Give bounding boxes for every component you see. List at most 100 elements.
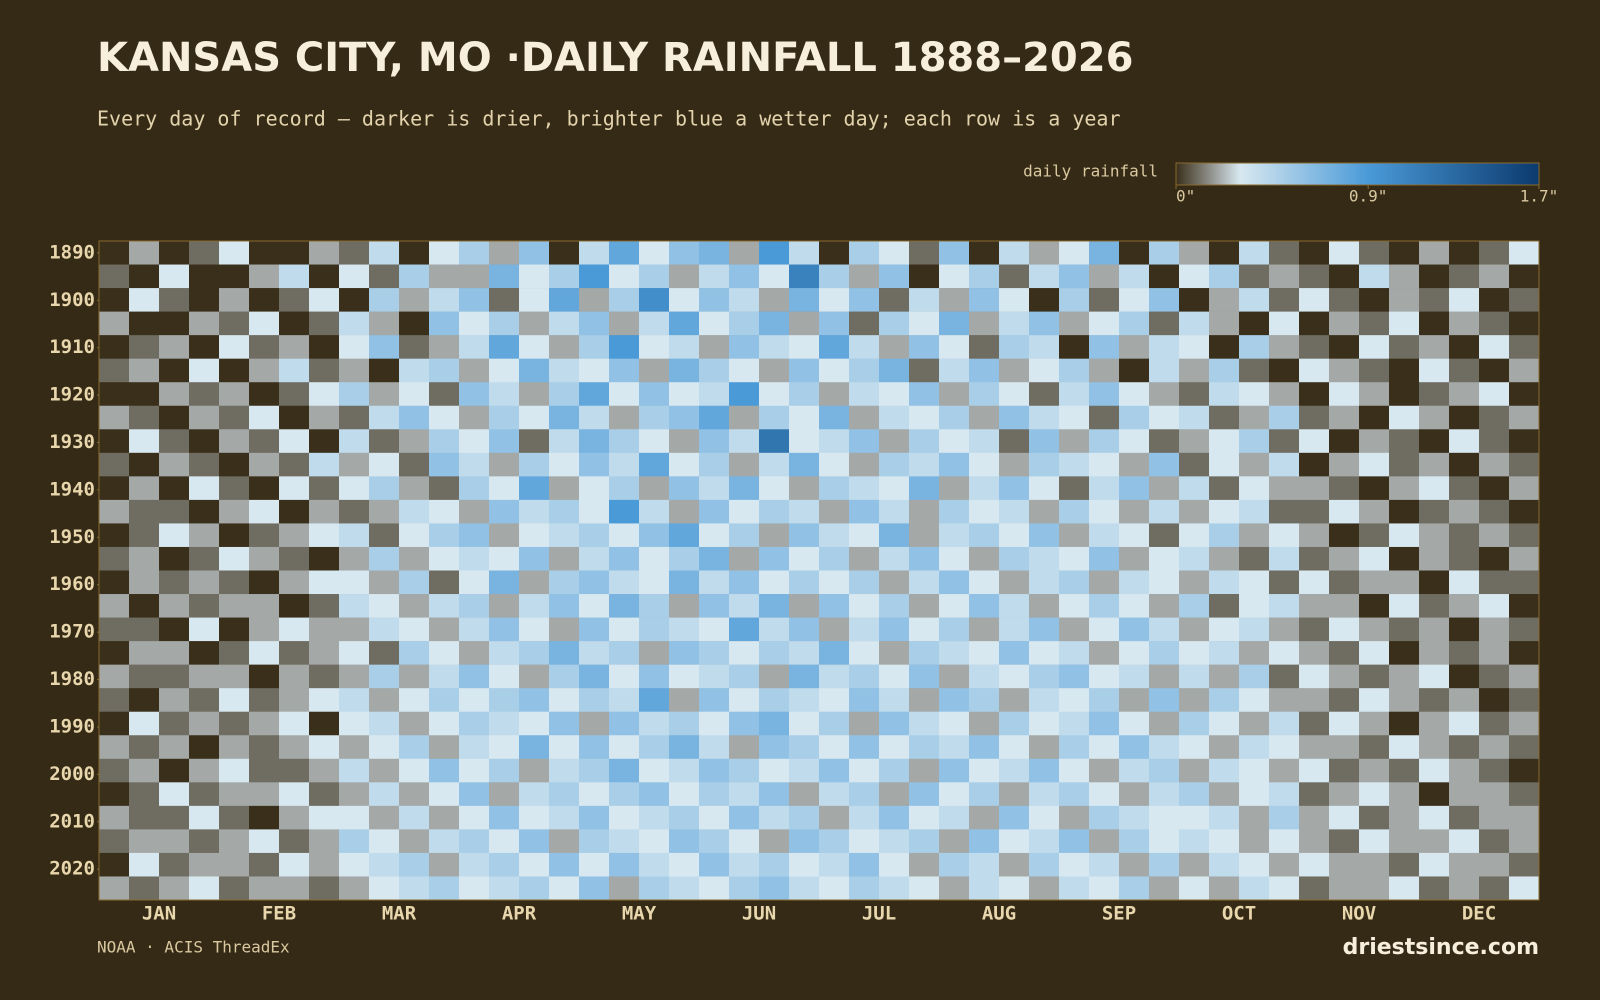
heatmap-cell	[639, 429, 670, 454]
heatmap-cell	[819, 335, 850, 359]
heatmap-cell	[129, 429, 160, 454]
heatmap-cell	[1239, 688, 1270, 713]
heatmap-cell	[879, 241, 910, 265]
heatmap-cell	[549, 264, 580, 289]
heatmap-cell	[1509, 758, 1540, 783]
heatmap-cell	[759, 264, 790, 289]
heatmap-cell	[1029, 782, 1060, 807]
heatmap-cell	[699, 876, 730, 901]
heatmap-cell	[99, 782, 130, 807]
heatmap-cell	[369, 546, 400, 571]
heatmap-cell	[1449, 876, 1480, 901]
heatmap-cell	[369, 429, 400, 454]
heatmap-cell	[429, 429, 460, 454]
heatmap-cell	[939, 829, 970, 854]
heatmap-cell	[249, 288, 280, 312]
heatmap-cell	[1179, 829, 1210, 854]
heatmap-cell	[249, 570, 280, 595]
heatmap-cell	[699, 688, 730, 713]
heatmap-cell	[519, 405, 550, 430]
heatmap-cell	[1329, 264, 1360, 289]
heatmap-cell	[1359, 688, 1390, 713]
heatmap-cell	[789, 429, 820, 454]
heatmap-cell	[489, 546, 520, 571]
heatmap-cell	[909, 829, 940, 854]
heatmap-cell	[1299, 241, 1330, 265]
heatmap-cell	[699, 805, 730, 830]
heatmap-cell	[1389, 311, 1420, 336]
heatmap-cell	[1479, 311, 1510, 336]
heatmap-cell	[729, 688, 760, 713]
heatmap-cell	[939, 241, 970, 265]
heatmap-cell	[339, 358, 370, 383]
heatmap-cell	[1149, 452, 1180, 477]
heatmap-cell	[1329, 358, 1360, 383]
heatmap-cell	[639, 335, 670, 359]
heatmap-cell	[489, 594, 520, 618]
heatmap-cell	[159, 264, 190, 289]
heatmap-cell	[1149, 688, 1180, 713]
heatmap-cell	[1269, 452, 1300, 477]
heatmap-cell	[849, 241, 880, 265]
heatmap-cell	[609, 429, 640, 454]
heatmap-cell	[489, 782, 520, 807]
heatmap-cell	[1419, 405, 1450, 430]
heatmap-cell	[339, 499, 370, 524]
heatmap-cell	[129, 594, 160, 618]
heatmap-cell	[369, 335, 400, 359]
heatmap-cell	[879, 735, 910, 760]
heatmap-cell	[639, 405, 670, 430]
heatmap-cell	[909, 264, 940, 289]
heatmap-cell	[249, 711, 280, 736]
heatmap-cell	[729, 805, 760, 830]
heatmap-cell	[699, 664, 730, 689]
heatmap-cell	[1119, 711, 1150, 736]
heatmap-cell	[339, 664, 370, 689]
heatmap-cell	[309, 805, 340, 830]
heatmap-cell	[1329, 335, 1360, 359]
heatmap-cell	[459, 288, 490, 312]
heatmap-cell	[609, 664, 640, 689]
heatmap-cell	[759, 405, 790, 430]
heatmap-cell	[279, 805, 310, 830]
heatmap-cell	[579, 264, 610, 289]
heatmap-cell	[1329, 405, 1360, 430]
heatmap-cell	[309, 852, 340, 877]
heatmap-cell	[129, 499, 160, 524]
heatmap-cell	[1149, 805, 1180, 830]
heatmap-cell	[1149, 405, 1180, 430]
heatmap-cell	[1149, 335, 1180, 359]
heatmap-cell	[1299, 782, 1330, 807]
heatmap-cell	[879, 782, 910, 807]
heatmap-cell	[699, 405, 730, 430]
heatmap-cell	[489, 641, 520, 665]
heatmap-cell	[399, 594, 430, 618]
heatmap-cell	[489, 358, 520, 383]
heatmap-cell	[219, 876, 250, 901]
heatmap-cell	[129, 735, 160, 760]
heatmap-cell	[429, 358, 460, 383]
heatmap-cell	[249, 311, 280, 336]
heatmap-cell	[189, 264, 220, 289]
heatmap-cell	[369, 758, 400, 783]
x-tick-label: DEC	[1462, 903, 1496, 925]
heatmap-cell	[669, 264, 700, 289]
heatmap-cell	[309, 264, 340, 289]
heatmap-cell	[639, 711, 670, 736]
heatmap-cell	[669, 805, 700, 830]
heatmap-cell	[1449, 829, 1480, 854]
heatmap-cell	[369, 382, 400, 407]
heatmap-cell	[1089, 335, 1120, 359]
heatmap-cell	[1269, 476, 1300, 501]
heatmap-cell	[699, 617, 730, 642]
heatmap-cell	[399, 241, 430, 265]
heatmap-cell	[99, 641, 130, 665]
y-tick-label: 1930	[49, 431, 95, 453]
heatmap-cell	[969, 852, 1000, 877]
heatmap-cell	[549, 382, 580, 407]
heatmap-cell	[1209, 335, 1240, 359]
heatmap-cell	[759, 711, 790, 736]
heatmap-cell	[219, 546, 250, 571]
heatmap-cell	[969, 617, 1000, 642]
heatmap-cell	[489, 335, 520, 359]
